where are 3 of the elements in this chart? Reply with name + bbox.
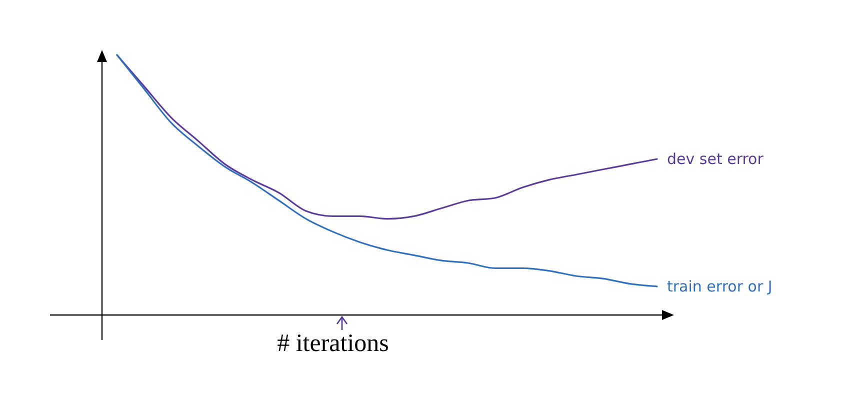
series-label: dev set error <box>667 150 764 168</box>
series-label: train error or J <box>667 277 772 296</box>
x-axis-title: # iterations <box>277 330 389 357</box>
